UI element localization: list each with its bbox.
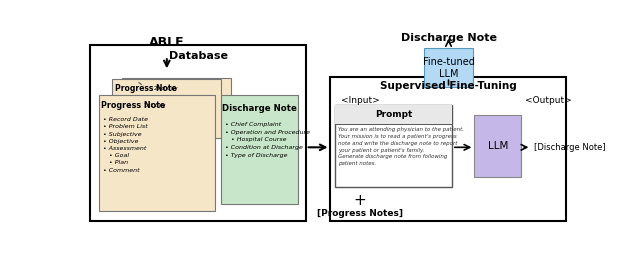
FancyBboxPatch shape <box>335 105 452 124</box>
Text: Supervised Fine-Tuning: Supervised Fine-Tuning <box>380 81 517 91</box>
FancyBboxPatch shape <box>112 79 221 138</box>
Text: LLM: LLM <box>488 141 508 151</box>
FancyBboxPatch shape <box>122 78 231 131</box>
Text: • Record Date
• Problem List
• Subjective
• Objective
• Assessment
   • Goal
   : • Record Date • Problem List • Subjectiv… <box>103 117 148 173</box>
Text: [Discharge Note]: [Discharge Note] <box>534 143 605 152</box>
Text: Discharge Note: Discharge Note <box>222 104 297 113</box>
FancyBboxPatch shape <box>99 95 216 211</box>
Text: Database: Database <box>168 51 228 61</box>
FancyBboxPatch shape <box>90 45 306 222</box>
Text: ABLE: ABLE <box>149 36 184 49</box>
Text: You are an attending physician to the patient.
Your mission is to read a patient: You are an attending physician to the pa… <box>339 127 465 166</box>
Text: <Output>: <Output> <box>525 96 572 105</box>
Text: last day: last day <box>163 85 188 90</box>
Text: +: + <box>354 193 367 208</box>
FancyBboxPatch shape <box>335 105 452 187</box>
Text: <Input>: <Input> <box>341 96 380 105</box>
Text: Progress Note: Progress Note <box>101 101 166 110</box>
Text: 1st day: 1st day <box>141 103 165 108</box>
FancyBboxPatch shape <box>221 95 298 204</box>
FancyBboxPatch shape <box>474 115 522 177</box>
Text: Progress Note: Progress Note <box>125 83 186 92</box>
Text: • Chief Complaint
• Operation and Procedure
   • Hospital Course
• Condition at : • Chief Complaint • Operation and Proced… <box>225 122 310 158</box>
Text: Progress Note: Progress Note <box>115 84 177 93</box>
Text: 2nd day: 2nd day <box>152 86 178 91</box>
Text: Discharge Note: Discharge Note <box>401 33 497 43</box>
Text: Fine-tuned
LLM: Fine-tuned LLM <box>422 57 474 79</box>
Text: Prompt: Prompt <box>375 110 412 119</box>
FancyBboxPatch shape <box>424 48 474 87</box>
FancyBboxPatch shape <box>330 77 566 222</box>
Text: [Progress Notes]: [Progress Notes] <box>317 209 403 218</box>
